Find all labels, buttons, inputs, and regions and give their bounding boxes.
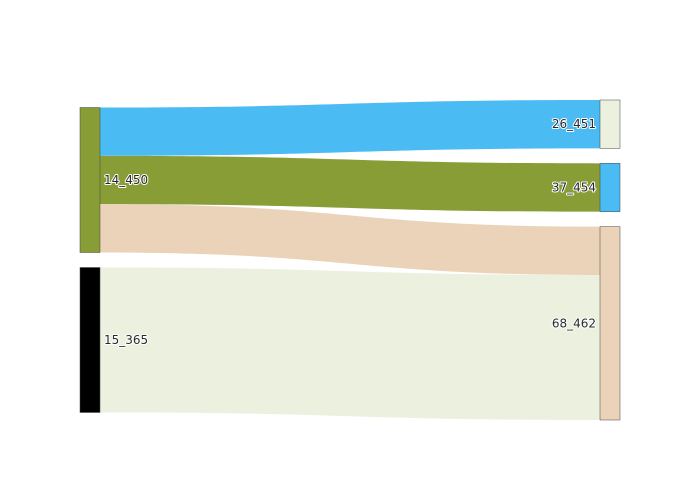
- link-15_365-to-68_462: [100, 267, 600, 420]
- sankey-nodes: [79, 99, 621, 421]
- node-label-37_454: 37_454: [552, 181, 596, 195]
- node-15_365: [79, 267, 101, 413]
- sankey-links: [100, 100, 600, 420]
- link-14_450-to-37_454: [100, 155, 600, 212]
- node-37_454: [599, 163, 621, 212]
- link-14_450-to-68_462: [100, 204, 600, 275]
- node-14_450: [79, 107, 101, 253]
- sankey-labels: 14_450 15_365 26_451 37_454 68_462: [103, 116, 597, 348]
- node-label-26_451: 26_451: [552, 117, 596, 131]
- node-label-68_462: 68_462: [552, 316, 596, 330]
- node-label-15_365: 15_365: [104, 333, 148, 347]
- node-68_462: [599, 226, 621, 421]
- node-label-14_450: 14_450: [104, 173, 148, 187]
- link-14_450-to-26_451: [100, 100, 600, 156]
- node-26_451: [599, 99, 621, 149]
